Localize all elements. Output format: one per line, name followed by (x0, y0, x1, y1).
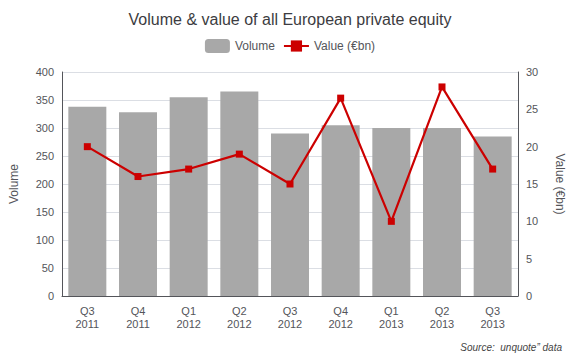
svg-text:200: 200 (36, 178, 54, 190)
svg-text:2012: 2012 (328, 318, 352, 330)
svg-text:Q2: Q2 (435, 305, 450, 317)
svg-text:Q4: Q4 (131, 305, 146, 317)
svg-text:2013: 2013 (379, 318, 403, 330)
svg-text:2012: 2012 (176, 318, 200, 330)
svg-text:2012: 2012 (227, 318, 251, 330)
svg-text:Q1: Q1 (384, 305, 399, 317)
svg-text:15: 15 (526, 178, 538, 190)
svg-text:10: 10 (526, 215, 538, 227)
svg-text:Volume: Volume (7, 164, 21, 204)
svg-text:Q3: Q3 (485, 305, 500, 317)
svg-text:Q1: Q1 (181, 305, 196, 317)
svg-text:Q3: Q3 (80, 305, 95, 317)
svg-text:Volume & value of all European: Volume & value of all European private e… (129, 11, 452, 28)
svg-text:Volume: Volume (235, 39, 275, 53)
svg-text:400: 400 (36, 66, 54, 78)
svg-text:30: 30 (526, 66, 538, 78)
svg-text:250: 250 (36, 150, 54, 162)
svg-text:300: 300 (36, 122, 54, 134)
svg-text:25: 25 (526, 103, 538, 115)
svg-text:50: 50 (42, 262, 54, 274)
svg-text:2013: 2013 (430, 318, 454, 330)
svg-text:2012: 2012 (278, 318, 302, 330)
svg-text:Value (€bn): Value (€bn) (553, 153, 567, 214)
svg-text:2011: 2011 (126, 318, 150, 330)
svg-text:Value (€bn): Value (€bn) (314, 39, 375, 53)
svg-text:350: 350 (36, 94, 54, 106)
svg-text:150: 150 (36, 206, 54, 218)
svg-text:Q2: Q2 (232, 305, 247, 317)
svg-text:5: 5 (526, 253, 532, 265)
svg-text:0: 0 (48, 290, 54, 302)
svg-text:2011: 2011 (76, 318, 100, 330)
svg-text:Q4: Q4 (333, 305, 348, 317)
svg-text:20: 20 (526, 141, 538, 153)
svg-text:2013: 2013 (480, 318, 504, 330)
svg-text:100: 100 (36, 234, 54, 246)
svg-text:Q3: Q3 (283, 305, 298, 317)
svg-text:0: 0 (526, 290, 532, 302)
svg-text:Source: unquote” data: Source: unquote” data (460, 342, 562, 353)
